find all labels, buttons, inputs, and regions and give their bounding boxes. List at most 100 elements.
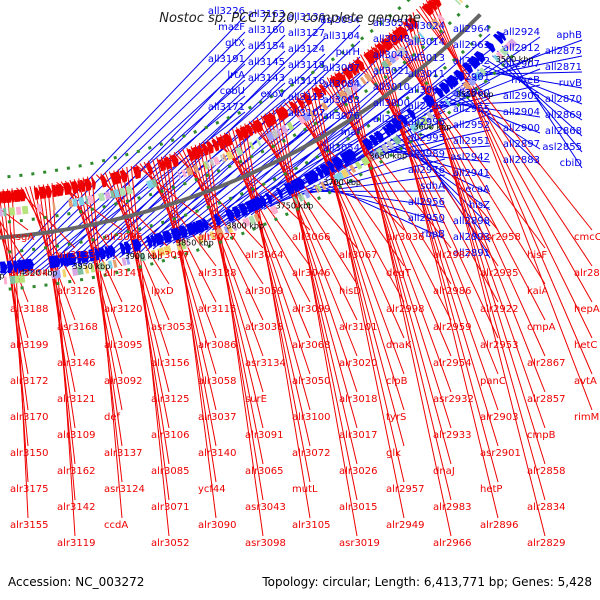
forward-leader-line <box>378 145 491 179</box>
forward-gene-label: asl2855 <box>542 142 582 153</box>
forward-leader-line <box>501 45 583 169</box>
reverse-leader-line <box>434 0 593 411</box>
reverse-gene-label: def <box>104 412 121 423</box>
reverse-gene-label: alr2896 <box>480 520 518 531</box>
forward-gene-track <box>0 31 507 274</box>
forward-gene-label: all2907 <box>503 59 540 70</box>
reverse-leader-line <box>20 187 76 285</box>
forward-gene-label: all3191 <box>208 54 245 65</box>
reverse-leader-line <box>260 115 358 357</box>
forward-gene-label: all3054 <box>323 143 360 154</box>
forward-gene-label: all2870 <box>545 94 582 105</box>
forward-gene-label: all2875 <box>545 46 582 57</box>
reverse-gene-label: asr3019 <box>339 538 380 549</box>
forward-leader-line <box>466 55 583 80</box>
reverse-leader-line <box>303 91 405 411</box>
reverse-gene-label: alr3150 <box>10 448 48 459</box>
forward-gene-label: cbiD <box>560 158 583 169</box>
reverse-gene-label: alr3052 <box>151 538 189 549</box>
forward-gene-label: all2883 <box>503 155 540 166</box>
forward-feature-band <box>3 38 518 285</box>
reverse-leader-line <box>244 123 311 519</box>
reverse-gene-track <box>0 0 442 204</box>
forward-gene-label: all3013 <box>408 53 445 64</box>
reverse-leader-line <box>326 77 452 321</box>
reverse-gene-label: alr2829 <box>527 538 565 549</box>
kbp-tick-label: 3900 kbp <box>125 252 163 261</box>
reverse-leader-line <box>398 23 546 393</box>
forward-gene-label: moeB <box>511 75 540 86</box>
reverse-gene-label: alr3046 <box>292 268 330 279</box>
forward-gene-label: all2897 <box>503 139 540 150</box>
reverse-gene-label: alr3156 <box>151 358 189 369</box>
reverse-gene-label: alr3050 <box>292 376 330 387</box>
forward-gene-label: ecaA <box>465 184 490 195</box>
forward-gene-label: all3116 <box>288 76 325 87</box>
reverse-gene-label: alr3109 <box>57 430 95 441</box>
forward-gene-label: all3124 <box>288 44 325 55</box>
reverse-gene-label: alr3170 <box>10 412 48 423</box>
reverse-leader-line <box>130 165 170 537</box>
reverse-leader-line <box>223 132 311 339</box>
forward-gene-label: all3104 <box>323 31 360 42</box>
reverse-leader-line <box>367 49 499 375</box>
forward-gene-label: all2950 <box>408 213 445 224</box>
forward-gene-label: asl3094 <box>320 15 360 26</box>
forward-gene-label: all2955 <box>453 104 490 115</box>
reverse-gene-label: alr2856 <box>574 268 600 279</box>
reverse-gene-label: alr3147 <box>104 268 142 279</box>
accession-text: Accession: NC_003272 <box>8 575 144 589</box>
forward-gene-label: all2905 <box>503 91 540 102</box>
forward-leader-line <box>112 85 326 260</box>
forward-gene-label: all2964 <box>453 24 490 35</box>
reverse-gene-label: asr2958 <box>480 232 521 243</box>
forward-gene-label: purH <box>336 47 360 58</box>
forward-gene-label: sdhA <box>420 181 445 192</box>
forward-gene-label: all3041 <box>373 50 410 61</box>
reverse-leader-line <box>341 67 452 465</box>
reverse-gene-label: dnaJ <box>433 466 455 477</box>
forward-gene-label: all3127 <box>288 28 325 39</box>
reverse-gene-label: alr3036 <box>386 232 424 243</box>
reverse-gene-label: alr3099 <box>292 304 330 315</box>
reverse-leader-line <box>219 134 311 303</box>
reverse-gene-label: hisF <box>527 250 547 261</box>
forward-gene-label: all2960 <box>453 88 490 99</box>
reverse-leader-line <box>252 119 358 285</box>
reverse-gene-label: tyrS <box>386 412 406 423</box>
reverse-leader-line <box>276 107 358 501</box>
kbp-tick-label: 3550 kbp <box>456 90 494 99</box>
forward-gene-label: all2997 <box>408 101 445 112</box>
reverse-leader-line <box>425 0 593 339</box>
forward-gene-label: lrtA <box>227 70 245 81</box>
reverse-leader-line <box>207 139 264 537</box>
reverse-gene-label: alr3105 <box>292 520 330 531</box>
forward-gene-label: all2952 <box>453 120 490 131</box>
forward-leader-line <box>64 66 286 269</box>
topology-summary: Topology: circular; Length: 6,413,771 bp… <box>261 575 592 589</box>
reverse-gene-label: alr3037 <box>198 412 236 423</box>
reverse-leader-line <box>370 46 499 411</box>
reverse-leader-line <box>256 117 358 321</box>
reverse-gene-label: alr3101 <box>339 322 377 333</box>
forward-gene-label: all2963 <box>453 40 490 51</box>
reverse-leader-line <box>91 175 123 519</box>
reverse-gene-label: kaiA <box>527 286 549 297</box>
reverse-gene-label: alr3058 <box>198 376 236 387</box>
forward-gene-label: all2893 <box>453 232 490 243</box>
reverse-gene-label: cmpA <box>527 322 556 333</box>
reverse-gene-label: hisD <box>339 286 361 297</box>
reverse-gene-label: lpxD <box>151 286 174 297</box>
forward-gene-label: all2900 <box>503 123 540 134</box>
kbp-tick-label: 3800 kbp <box>226 222 264 231</box>
forward-gene-label: all2871 <box>545 62 582 73</box>
forward-gene-label: gltX <box>225 38 245 49</box>
forward-gene-label: all2961 <box>453 72 490 83</box>
forward-gene-label: asl2942 <box>450 152 490 163</box>
forward-gene-label: all3160 <box>248 25 285 36</box>
reverse-leader-line <box>47 183 76 501</box>
dotted-ring <box>0 23 493 255</box>
reverse-gene-label: cmcC <box>574 232 600 243</box>
reverse-leader-line <box>412 12 546 537</box>
forward-leader-line <box>472 71 583 76</box>
